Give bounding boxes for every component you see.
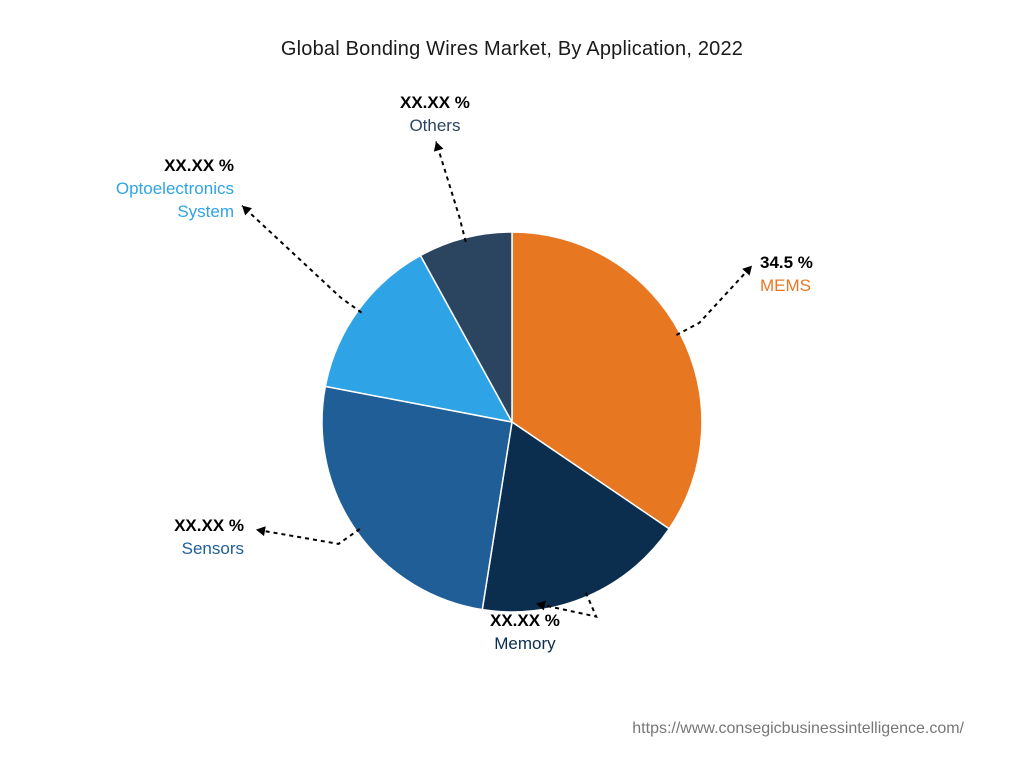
name-others: Others (400, 115, 470, 138)
name-sensors: Sensors (174, 538, 244, 561)
leader-arrowhead (242, 206, 252, 216)
source-url: https://www.consegicbusinessintelligence… (632, 720, 964, 738)
name-opto: Optoelectronics System (64, 178, 234, 224)
label-opto: XX.XX % Optoelectronics System (64, 155, 234, 224)
name-memory: Memory (490, 633, 560, 656)
leader-arrowhead (434, 142, 444, 152)
label-mems: 34.5 % MEMS (760, 252, 813, 298)
chart-title: Global Bonding Wires Market, By Applicat… (0, 38, 1024, 61)
pct-opto: XX.XX % (64, 155, 234, 178)
pct-mems: 34.5 % (760, 252, 813, 275)
chart-container: Global Bonding Wires Market, By Applicat… (0, 0, 1024, 768)
label-others: XX.XX % Others (400, 92, 470, 138)
leader-line (436, 142, 466, 242)
pct-memory: XX.XX % (490, 610, 560, 633)
leader-line (256, 529, 360, 544)
pct-others: XX.XX % (400, 92, 470, 115)
pie-slice (322, 387, 512, 610)
leader-line (676, 266, 752, 335)
leader-line (242, 206, 362, 313)
leader-arrowhead (256, 527, 266, 537)
label-memory: XX.XX % Memory (490, 610, 560, 656)
name-mems: MEMS (760, 275, 813, 298)
pct-sensors: XX.XX % (174, 515, 244, 538)
label-sensors: XX.XX % Sensors (174, 515, 244, 561)
